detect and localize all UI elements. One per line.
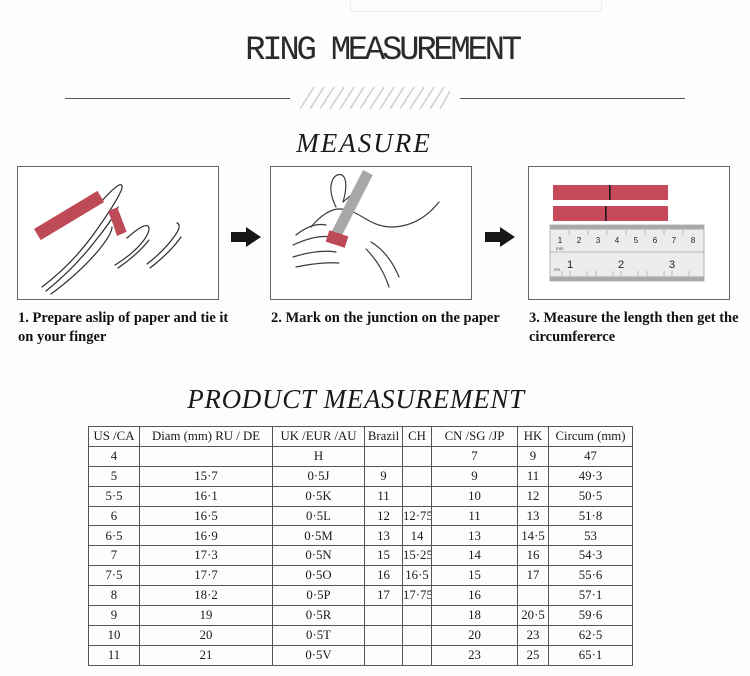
svg-text:cm: cm (554, 267, 560, 272)
svg-text:3: 3 (669, 259, 675, 271)
svg-text:3: 3 (596, 236, 601, 245)
svg-text:4: 4 (615, 236, 620, 245)
svg-text:2: 2 (618, 259, 624, 271)
svg-text:7: 7 (672, 236, 677, 245)
svg-text:1: 1 (558, 236, 563, 245)
svg-text:1: 1 (567, 259, 573, 271)
svg-text:5: 5 (634, 236, 639, 245)
svg-text:6: 6 (653, 236, 658, 245)
svg-text:mm: mm (556, 246, 564, 251)
svg-text:2: 2 (577, 236, 582, 245)
svg-text:8: 8 (691, 236, 696, 245)
